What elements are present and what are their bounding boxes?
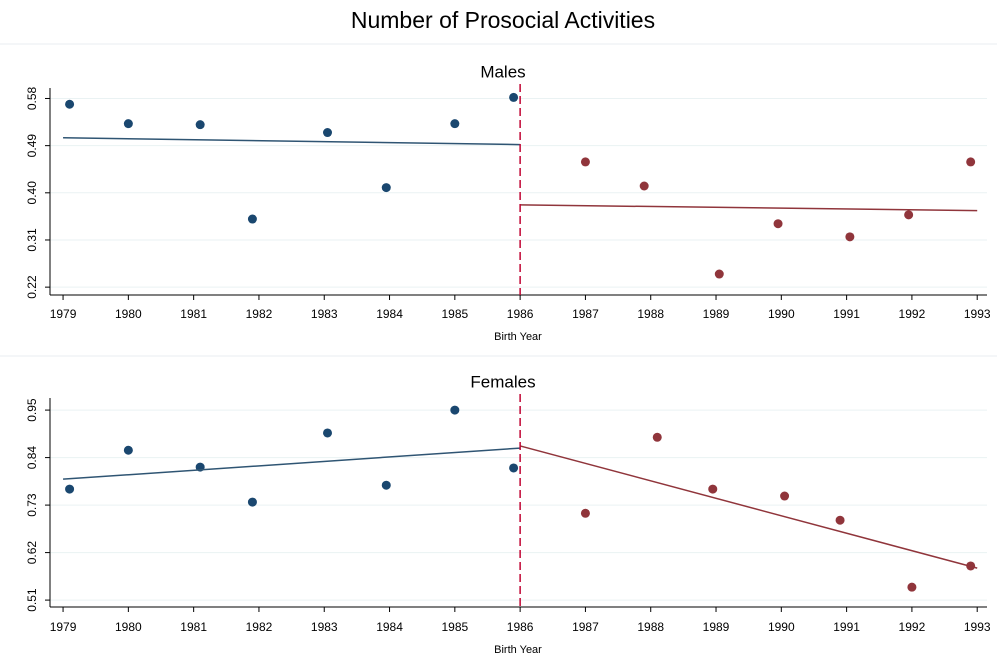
- x-tick-label: 1981: [180, 620, 207, 634]
- x-tick-label: 1987: [572, 620, 599, 634]
- x-tick-label: 1983: [311, 307, 338, 321]
- x-tick-label: 1990: [768, 307, 795, 321]
- point: [639, 181, 649, 191]
- x-tick-label: 1985: [441, 307, 468, 321]
- x-tick-label: 1988: [637, 620, 664, 634]
- point: [450, 405, 460, 415]
- fit-line: [520, 204, 978, 212]
- x-tick-label: 1982: [246, 307, 273, 321]
- point: [247, 497, 257, 507]
- point: [65, 99, 75, 109]
- y-tick-label: 0.40: [25, 181, 39, 205]
- y-tick-label: 0.73: [25, 493, 39, 517]
- point: [580, 508, 590, 518]
- y-tick-label: 0.22: [25, 275, 39, 299]
- point: [381, 183, 391, 193]
- point: [708, 484, 718, 494]
- fit-line: [519, 445, 978, 569]
- x-tick-label: 1980: [115, 620, 142, 634]
- x-tick-label: 1989: [703, 620, 730, 634]
- chart-title: Number of Prosocial Activities: [351, 7, 655, 33]
- point: [714, 269, 724, 279]
- point: [773, 219, 783, 229]
- fit-line: [63, 137, 521, 146]
- x-tick-label: 1980: [115, 307, 142, 321]
- point: [123, 445, 133, 455]
- point: [580, 157, 590, 167]
- y-tick-label: 0.49: [25, 134, 39, 158]
- point: [652, 432, 662, 442]
- x-tick-label: 1991: [833, 620, 860, 634]
- x-tick-label: 1988: [637, 307, 664, 321]
- x-tick-label: 1979: [50, 307, 77, 321]
- x-tick-label: 1987: [572, 307, 599, 321]
- x-tick-label: 1984: [376, 620, 403, 634]
- point: [966, 157, 976, 167]
- point: [123, 119, 133, 129]
- x-tick-label: 1983: [311, 620, 338, 634]
- point: [323, 128, 333, 138]
- y-tick-label: 0.95: [25, 398, 39, 422]
- point: [835, 515, 845, 525]
- point: [509, 463, 519, 473]
- panel-title: Females: [470, 372, 535, 391]
- point: [904, 210, 914, 220]
- x-tick-label: 1986: [507, 620, 534, 634]
- point: [509, 92, 519, 102]
- x-tick-label: 1990: [768, 620, 795, 634]
- x-tick-label: 1993: [964, 307, 991, 321]
- x-tick-label: 1985: [441, 620, 468, 634]
- point: [247, 214, 257, 224]
- point: [780, 491, 790, 501]
- x-tick-label: 1984: [376, 307, 403, 321]
- point: [381, 480, 391, 490]
- x-tick-label: 1982: [246, 620, 273, 634]
- y-tick-label: 0.84: [25, 446, 39, 470]
- point: [907, 582, 917, 592]
- y-tick-label: 0.62: [25, 541, 39, 565]
- x-tick-label: 1981: [180, 307, 207, 321]
- x-tick-label: 1991: [833, 307, 860, 321]
- point: [323, 428, 333, 438]
- point: [65, 484, 75, 494]
- y-tick-label: 0.31: [25, 228, 39, 252]
- x-tick-label: 1992: [899, 620, 926, 634]
- x-tick-label: 1979: [50, 620, 77, 634]
- x-axis-label: Birth Year: [494, 644, 542, 656]
- y-tick-label: 0.58: [25, 86, 39, 110]
- x-tick-label: 1989: [703, 307, 730, 321]
- panel-title: Males: [480, 62, 525, 81]
- x-axis-label: Birth Year: [494, 331, 542, 343]
- x-tick-label: 1992: [899, 307, 926, 321]
- point: [450, 119, 460, 129]
- point: [195, 120, 205, 130]
- x-tick-label: 1986: [507, 307, 534, 321]
- x-tick-label: 1993: [964, 620, 991, 634]
- point: [845, 232, 855, 242]
- y-tick-label: 0.51: [25, 588, 39, 612]
- fit-line: [63, 447, 521, 480]
